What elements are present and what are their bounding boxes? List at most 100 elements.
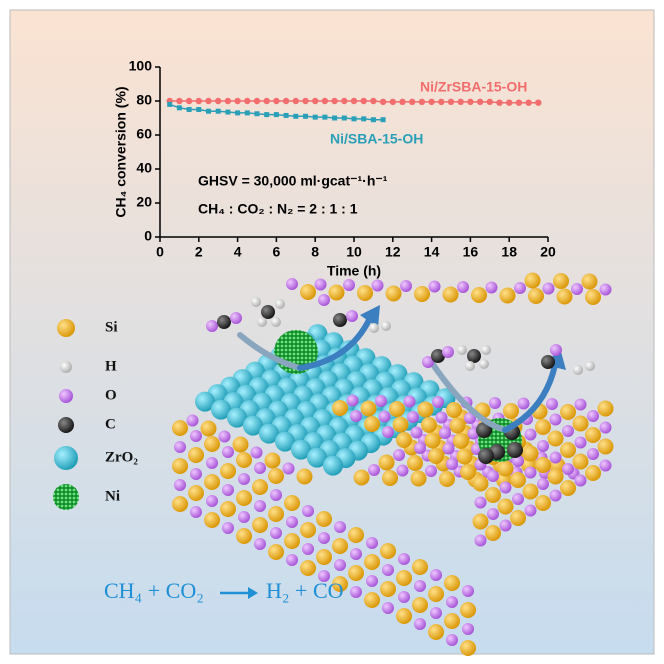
atom: [257, 317, 267, 327]
x-tick-label: 6: [273, 244, 281, 260]
atom: [348, 565, 364, 581]
atom: [517, 397, 530, 410]
atom: [230, 312, 242, 324]
atom: [380, 543, 396, 559]
y-tick-label: 80: [136, 92, 152, 108]
atom: [549, 489, 562, 502]
atom: [465, 361, 475, 371]
atom: [392, 416, 409, 433]
atom: [507, 442, 523, 458]
atom: [499, 287, 516, 304]
atom: [410, 426, 423, 439]
atom: [302, 505, 314, 517]
marker: [186, 107, 192, 112]
marker: [225, 109, 231, 115]
atom: [499, 481, 512, 494]
marker: [235, 110, 241, 116]
marker: [379, 98, 387, 106]
atom: [348, 527, 364, 543]
atom: [556, 288, 573, 305]
marker: [321, 97, 329, 105]
atom: [218, 430, 231, 443]
atom: [200, 420, 217, 437]
atom: [550, 344, 562, 356]
atom: [368, 464, 380, 476]
atom: [254, 462, 266, 474]
atom: [268, 506, 284, 522]
atom: [597, 400, 614, 417]
atom: [474, 496, 487, 509]
arrow: [502, 362, 558, 433]
atom: [227, 407, 247, 428]
atom: [479, 359, 489, 369]
atom: [414, 618, 426, 630]
legend-label: ZrO₂: [105, 449, 138, 465]
atom: [382, 602, 394, 614]
marker: [176, 105, 182, 111]
atom: [460, 602, 476, 618]
legend-label: O: [105, 387, 117, 403]
atom: [270, 527, 282, 539]
atom: [562, 463, 574, 475]
atom: [547, 468, 564, 485]
x-tick-label: 14: [424, 244, 440, 260]
atom: [204, 436, 220, 452]
marker: [244, 110, 250, 116]
atom: [524, 504, 537, 517]
marker: [332, 115, 338, 121]
atom: [268, 544, 284, 560]
atom: [332, 400, 348, 416]
marker: [292, 97, 299, 105]
marker: [351, 116, 357, 122]
atom: [560, 404, 576, 420]
atom: [350, 586, 362, 598]
atom: [371, 279, 384, 292]
atom: [522, 483, 539, 500]
atom: [428, 448, 444, 464]
atom: [449, 417, 466, 434]
atom: [460, 640, 476, 656]
atom: [514, 282, 526, 294]
atom: [571, 283, 583, 295]
atom: [366, 575, 378, 587]
atom: [599, 421, 612, 434]
atom: [275, 431, 295, 452]
atom: [186, 414, 199, 427]
atom: [254, 500, 266, 512]
atom: [254, 538, 266, 550]
atom: [457, 281, 469, 293]
atom: [268, 468, 284, 484]
x-tick-label: 4: [234, 244, 242, 260]
atom: [485, 281, 498, 294]
atom: [264, 452, 281, 469]
atom: [307, 447, 327, 468]
atom: [357, 285, 373, 301]
atom: [485, 487, 501, 503]
atom: [510, 510, 526, 526]
atom: [296, 468, 313, 485]
atom: [300, 560, 316, 576]
atom: [512, 493, 524, 505]
marker: [263, 97, 270, 105]
atom: [382, 426, 394, 438]
arrow: [237, 332, 303, 371]
atom: [250, 446, 263, 459]
atom: [380, 581, 396, 597]
atom: [396, 432, 412, 448]
annotation: GHSV = 30,000 ml·gcat⁻¹·h⁻¹: [198, 173, 388, 189]
atom: [382, 470, 398, 486]
atom: [528, 288, 544, 304]
atom: [318, 570, 330, 582]
atom: [585, 289, 601, 305]
atom: [537, 478, 549, 490]
marker: [438, 98, 445, 106]
legend-label: Ni: [105, 488, 120, 504]
atom: [190, 468, 202, 480]
atom: [444, 613, 460, 629]
atom: [487, 508, 499, 520]
marker: [428, 98, 435, 106]
x-tick-label: 2: [195, 244, 203, 260]
illustration: Si HOC ZrO₂ Ni CH₄ + CO₂ H₂ + CO: [53, 272, 614, 656]
atom: [360, 400, 377, 417]
